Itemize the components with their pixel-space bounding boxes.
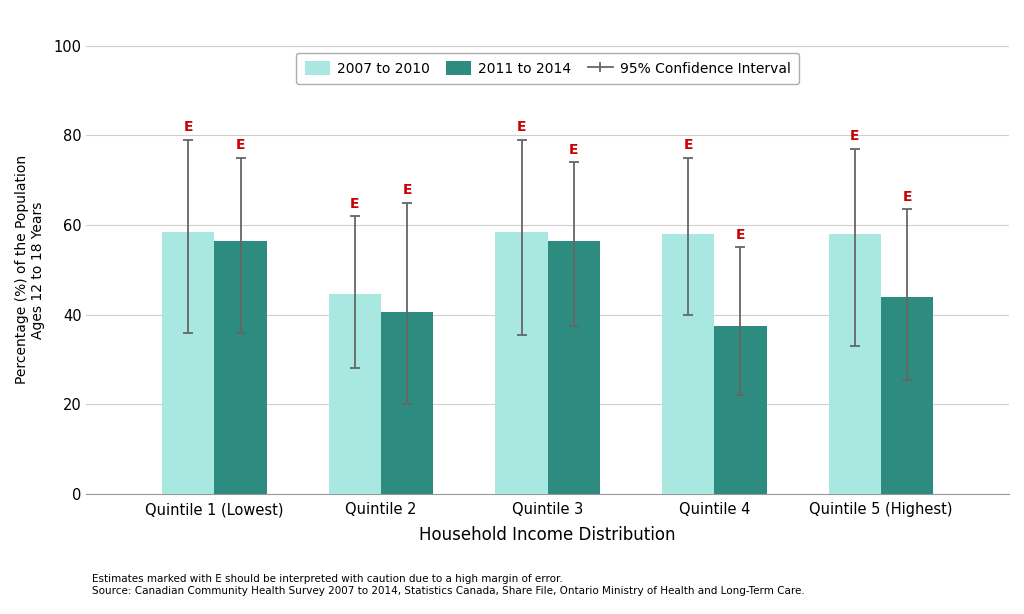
Text: E: E — [683, 138, 693, 152]
Text: E: E — [183, 120, 194, 134]
X-axis label: Household Income Distribution: Household Income Distribution — [420, 526, 676, 544]
Bar — [496, 231, 548, 494]
Text: E: E — [569, 143, 579, 157]
Bar — [828, 234, 881, 494]
Bar — [662, 234, 715, 494]
Legend: 2007 to 2010, 2011 to 2014, 95% Confidence Interval: 2007 to 2010, 2011 to 2014, 95% Confiden… — [296, 53, 799, 84]
Bar — [214, 241, 267, 494]
Text: E: E — [350, 196, 359, 211]
Bar — [548, 241, 600, 494]
Text: E: E — [517, 120, 526, 134]
Text: E: E — [402, 183, 412, 197]
Bar — [162, 231, 214, 494]
Bar — [329, 295, 381, 494]
Text: Estimates marked with E should be interpreted with caution due to a high margin : Estimates marked with E should be interp… — [92, 574, 805, 596]
Text: E: E — [850, 130, 859, 143]
Y-axis label: Percentage (%) of the Population
Ages 12 to 18 Years: Percentage (%) of the Population Ages 12… — [15, 155, 45, 384]
Bar — [881, 297, 933, 494]
Text: E: E — [902, 190, 911, 204]
Text: E: E — [735, 228, 745, 242]
Text: E: E — [236, 138, 246, 152]
Bar — [381, 313, 433, 494]
Bar — [715, 326, 767, 494]
